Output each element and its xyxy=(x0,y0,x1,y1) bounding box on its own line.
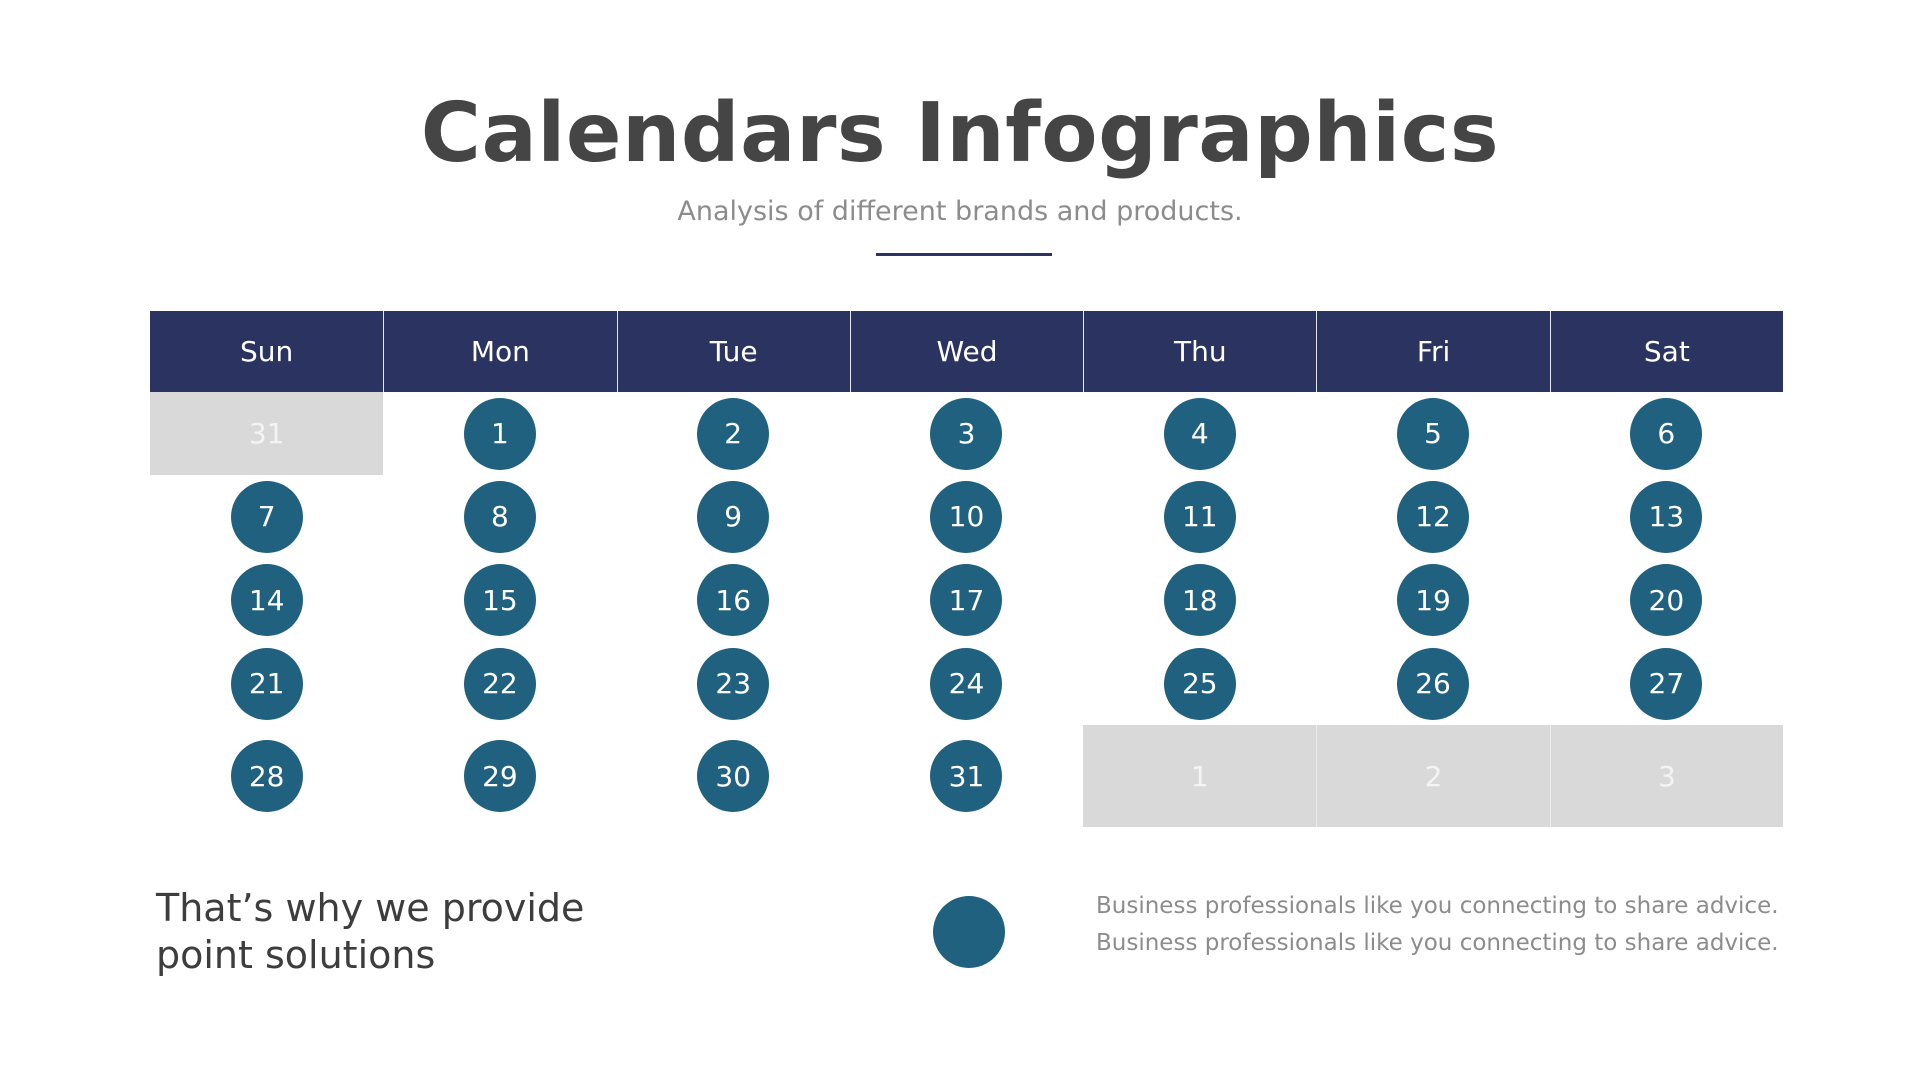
calendar-body: 31 1 2 3 4 5 6 7 8 9 10 11 12 13 14 15 16 17 18 19 20 21 22 23 2… xyxy=(150,392,1783,827)
weekday-header-wed: Wed xyxy=(849,311,1083,392)
calendar-day: 21 xyxy=(150,642,383,725)
day-number: 1 xyxy=(1190,759,1209,793)
day-number-badge: 11 xyxy=(1163,480,1236,553)
calendar-week-row: 14 15 16 17 18 19 20 xyxy=(150,558,1783,642)
tagline: That’s why we provide point solutions xyxy=(156,885,584,979)
weekday-header-fri: Fri xyxy=(1316,311,1549,392)
day-number-badge: 12 xyxy=(1397,480,1470,553)
day-number-badge: 25 xyxy=(1163,647,1236,720)
tagline-line-1: That’s why we provide xyxy=(156,886,585,930)
tagline-line-2: point solutions xyxy=(156,933,436,977)
weekday-header-sat: Sat xyxy=(1549,311,1783,392)
calendar-day: 11 xyxy=(1083,475,1316,558)
weekday-header-tue: Tue xyxy=(616,311,850,392)
day-number-badge: 26 xyxy=(1397,647,1470,720)
calendar-day: 6 xyxy=(1550,392,1783,475)
day-number-badge: 10 xyxy=(930,480,1003,553)
calendar-day: 7 xyxy=(150,475,383,558)
calendar-day: 2 xyxy=(617,392,850,475)
title-divider xyxy=(876,253,1052,256)
calendar-day-outside-month: 2 xyxy=(1316,725,1550,827)
calendar-day: 12 xyxy=(1316,475,1549,558)
legend-line-2: Business professionals like you connecti… xyxy=(1096,930,1779,956)
calendar-day: 15 xyxy=(383,558,616,642)
calendar-day: 31 xyxy=(850,725,1083,827)
calendar-day: 27 xyxy=(1550,642,1783,725)
calendar-day: 24 xyxy=(850,642,1083,725)
legend-text: Business professionals like you connecti… xyxy=(1096,888,1779,962)
day-number-badge: 27 xyxy=(1630,647,1703,720)
day-number-badge: 23 xyxy=(697,647,770,720)
calendar-day: 25 xyxy=(1083,642,1316,725)
calendar-day: 3 xyxy=(850,392,1083,475)
weekday-header-thu: Thu xyxy=(1083,311,1316,392)
calendar-week-row: 28 29 30 31 1 2 3 xyxy=(150,725,1783,827)
calendar-day: 16 xyxy=(617,558,850,642)
day-number-badge: 28 xyxy=(230,740,303,812)
day-number: 3 xyxy=(1657,759,1676,793)
weekday-header-sun: Sun xyxy=(240,335,294,368)
calendar-day: 17 xyxy=(850,558,1083,642)
day-number-badge: 16 xyxy=(697,564,770,636)
day-number-badge: 24 xyxy=(930,647,1003,720)
day-number: 2 xyxy=(1424,759,1443,793)
day-number-badge: 1 xyxy=(463,397,536,470)
calendar-week-row: 21 22 23 24 25 26 27 xyxy=(150,642,1783,725)
legend-dot-icon xyxy=(933,896,1005,968)
calendar-day: 8 xyxy=(383,475,616,558)
calendar-week-row: 31 1 2 3 4 5 6 xyxy=(150,392,1783,475)
day-number-badge: 8 xyxy=(463,480,536,553)
calendar-day: 22 xyxy=(383,642,616,725)
day-number-badge: 29 xyxy=(463,740,536,812)
day-number-badge: 14 xyxy=(230,564,303,636)
legend-line-1: Business professionals like you connecti… xyxy=(1096,893,1779,919)
day-number-badge: 30 xyxy=(697,740,770,812)
day-number-badge: 13 xyxy=(1630,480,1703,553)
calendar: Sun Mon Tue Wed Thu Fri Sat 31 1 2 3 4 5 6 7 8 9 10 11 12 1… xyxy=(150,311,1783,827)
calendar-day: 9 xyxy=(617,475,850,558)
weekday-header-mon: Mon xyxy=(383,311,616,392)
day-number: 31 xyxy=(248,417,285,450)
day-number-badge: 7 xyxy=(230,480,303,553)
calendar-day: 4 xyxy=(1083,392,1316,475)
day-number-badge: 31 xyxy=(930,740,1003,812)
calendar-day: 20 xyxy=(1550,558,1783,642)
calendar-day: 18 xyxy=(1083,558,1316,642)
day-number-badge: 19 xyxy=(1397,564,1470,636)
day-number-badge: 6 xyxy=(1630,397,1703,470)
day-number-badge: 22 xyxy=(463,647,536,720)
calendar-day: 10 xyxy=(850,475,1083,558)
calendar-day: 26 xyxy=(1316,642,1549,725)
day-number-badge: 2 xyxy=(697,397,770,470)
calendar-day: 5 xyxy=(1316,392,1549,475)
calendar-day: 14 xyxy=(150,558,383,642)
page-title: Calendars Infographics xyxy=(420,86,1500,181)
calendar-day: 19 xyxy=(1316,558,1549,642)
day-number-badge: 20 xyxy=(1630,564,1703,636)
day-number-badge: 17 xyxy=(930,564,1003,636)
page-subtitle: Analysis of different brands and product… xyxy=(677,196,1243,227)
day-number-badge: 5 xyxy=(1397,397,1470,470)
day-number-badge: 9 xyxy=(697,480,770,553)
day-number-badge: 21 xyxy=(230,647,303,720)
calendar-day: 29 xyxy=(383,725,616,827)
calendar-day: 28 xyxy=(150,725,383,827)
day-number-badge: 3 xyxy=(930,397,1003,470)
day-number-badge: 18 xyxy=(1163,564,1236,636)
calendar-day: 23 xyxy=(617,642,850,725)
day-number-badge: 4 xyxy=(1163,397,1236,470)
calendar-day: 1 xyxy=(383,392,616,475)
day-number-badge: 15 xyxy=(463,564,536,636)
calendar-day-outside-month: 31 xyxy=(150,392,384,475)
calendar-day-outside-month: 3 xyxy=(1549,725,1783,827)
calendar-day: 13 xyxy=(1550,475,1783,558)
weekday-header-row: Sun Mon Tue Wed Thu Fri Sat xyxy=(150,311,1783,392)
calendar-day: 30 xyxy=(617,725,850,827)
calendar-day-outside-month: 1 xyxy=(1083,725,1317,827)
calendar-week-row: 7 8 9 10 11 12 13 xyxy=(150,475,1783,558)
